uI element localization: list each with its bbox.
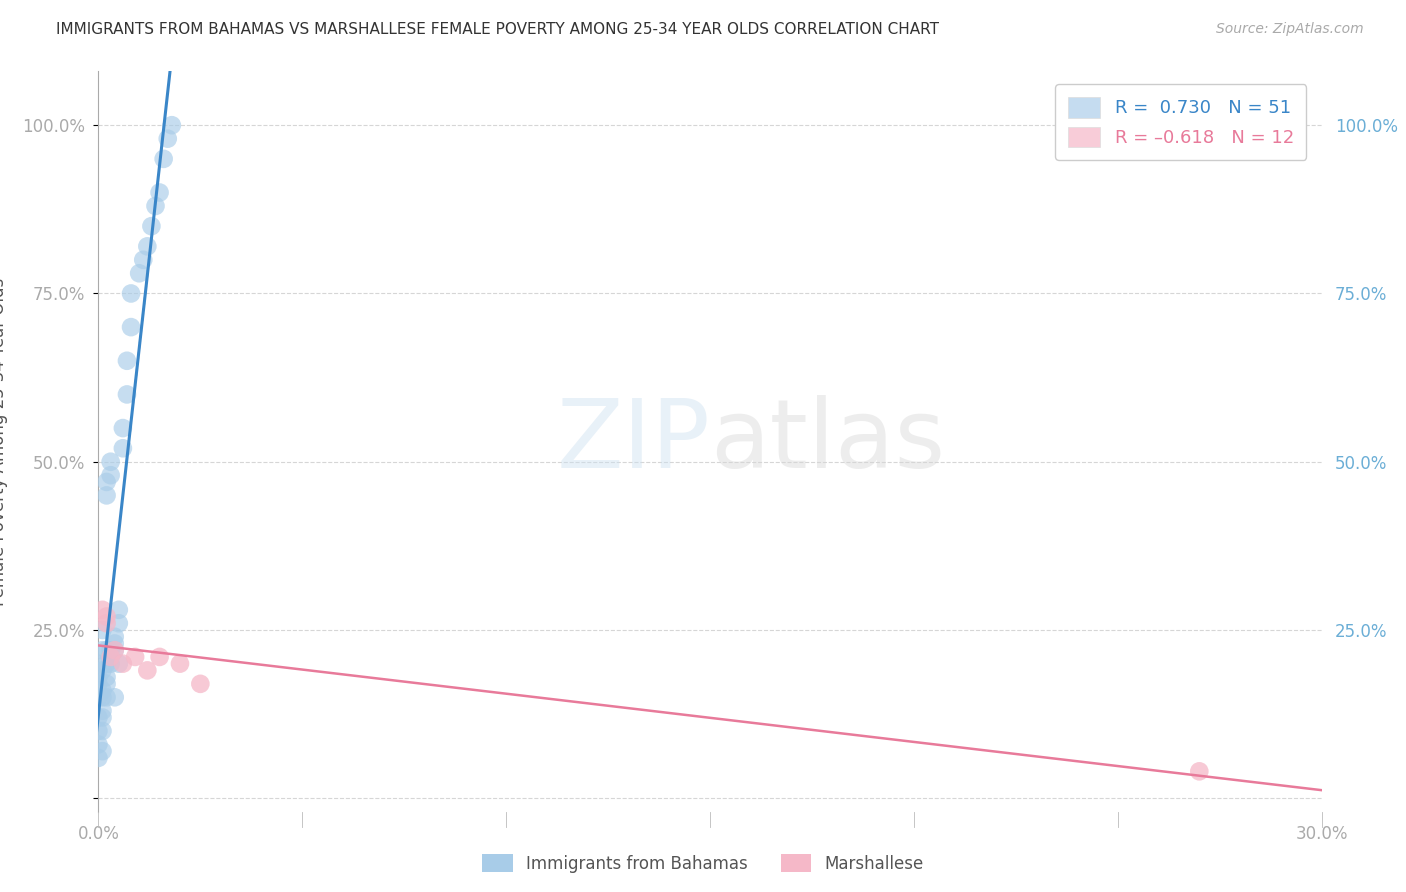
Point <box>96 488 118 502</box>
Point <box>111 657 134 671</box>
Point <box>96 677 118 691</box>
Point <box>91 664 114 678</box>
Point <box>120 286 142 301</box>
Point <box>104 690 127 705</box>
Point <box>100 649 122 664</box>
Point <box>104 636 127 650</box>
Point <box>120 320 142 334</box>
Point <box>169 657 191 671</box>
Point <box>115 353 138 368</box>
Point <box>108 657 131 671</box>
Y-axis label: Female Poverty Among 25-34 Year Olds: Female Poverty Among 25-34 Year Olds <box>0 277 8 606</box>
Point <box>160 118 183 132</box>
Point <box>91 603 114 617</box>
Point <box>91 744 114 758</box>
Point <box>1188 764 1211 779</box>
Point <box>91 690 114 705</box>
Point <box>96 690 118 705</box>
Point <box>149 649 172 664</box>
Point <box>96 475 118 489</box>
Legend: Immigrants from Bahamas, Marshallese: Immigrants from Bahamas, Marshallese <box>475 847 931 880</box>
Point <box>100 643 122 657</box>
Point <box>100 657 122 671</box>
Point <box>100 455 122 469</box>
Point <box>100 649 122 664</box>
Point <box>87 751 110 765</box>
Point <box>96 609 118 624</box>
Text: Source: ZipAtlas.com: Source: ZipAtlas.com <box>1216 22 1364 37</box>
Point <box>128 266 150 280</box>
Point <box>91 683 114 698</box>
Point <box>188 677 212 691</box>
Point <box>104 643 127 657</box>
Point <box>136 664 159 678</box>
Point <box>141 219 163 234</box>
Point <box>96 670 118 684</box>
Point <box>96 657 118 671</box>
Point <box>91 710 114 724</box>
Point <box>87 670 110 684</box>
Point <box>87 677 110 691</box>
Point <box>136 239 159 253</box>
Point <box>91 623 114 637</box>
Point <box>87 657 110 671</box>
Point <box>149 186 172 200</box>
Point <box>152 152 174 166</box>
Point <box>96 643 118 657</box>
Point <box>91 704 114 718</box>
Text: IMMIGRANTS FROM BAHAMAS VS MARSHALLESE FEMALE POVERTY AMONG 25-34 YEAR OLDS CORR: IMMIGRANTS FROM BAHAMAS VS MARSHALLESE F… <box>56 22 939 37</box>
Point <box>91 643 114 657</box>
Point <box>87 710 110 724</box>
Point <box>115 387 138 401</box>
Point <box>87 738 110 752</box>
Point <box>96 616 118 631</box>
Point <box>108 616 131 631</box>
Point <box>100 468 122 483</box>
Text: ZIP: ZIP <box>557 395 710 488</box>
Text: atlas: atlas <box>710 395 945 488</box>
Point <box>104 643 127 657</box>
Point <box>111 442 134 456</box>
Point <box>108 603 131 617</box>
Point <box>87 690 110 705</box>
Point <box>111 421 134 435</box>
Point <box>91 723 114 738</box>
Point <box>124 649 146 664</box>
Legend: R =  0.730   N = 51, R = –0.618   N = 12: R = 0.730 N = 51, R = –0.618 N = 12 <box>1054 84 1306 160</box>
Point <box>145 199 167 213</box>
Point <box>132 252 155 267</box>
Point <box>156 131 179 145</box>
Point <box>104 630 127 644</box>
Point <box>87 723 110 738</box>
